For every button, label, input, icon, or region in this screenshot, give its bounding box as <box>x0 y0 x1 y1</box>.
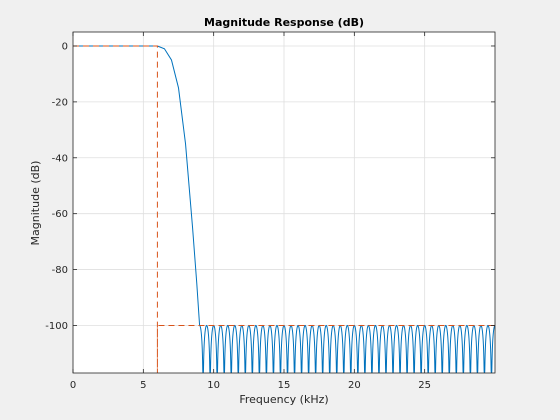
y-tick-label: -20 <box>52 97 68 108</box>
specification-mask-line <box>73 45 495 373</box>
data-layer <box>73 45 495 373</box>
magnitude-response-line <box>73 45 495 373</box>
x-tick-label: 25 <box>418 380 431 391</box>
x-tick-label: 15 <box>278 380 291 391</box>
x-tick-label: 20 <box>348 380 361 391</box>
x-tick-label: 10 <box>207 380 220 391</box>
clipped-series <box>73 45 495 373</box>
chart-title: Magnitude Response (dB) <box>204 16 364 29</box>
y-tick-label: -40 <box>52 153 68 164</box>
y-tick-label: -60 <box>52 209 68 220</box>
x-axis-label: Frequency (kHz) <box>239 393 328 406</box>
tick-labels: 0 5 10 15 20 25 0 -20 -40 -60 -80 -100 <box>45 41 431 391</box>
y-axis-label: Magnitude (dB) <box>29 161 42 246</box>
tick-marks <box>72 32 495 373</box>
y-tick-label: 0 <box>62 41 68 52</box>
y-tick-label: -80 <box>52 265 68 276</box>
x-tick-label: 0 <box>70 380 76 391</box>
x-tick-label: 5 <box>140 380 146 391</box>
y-tick-label: -100 <box>45 321 68 332</box>
